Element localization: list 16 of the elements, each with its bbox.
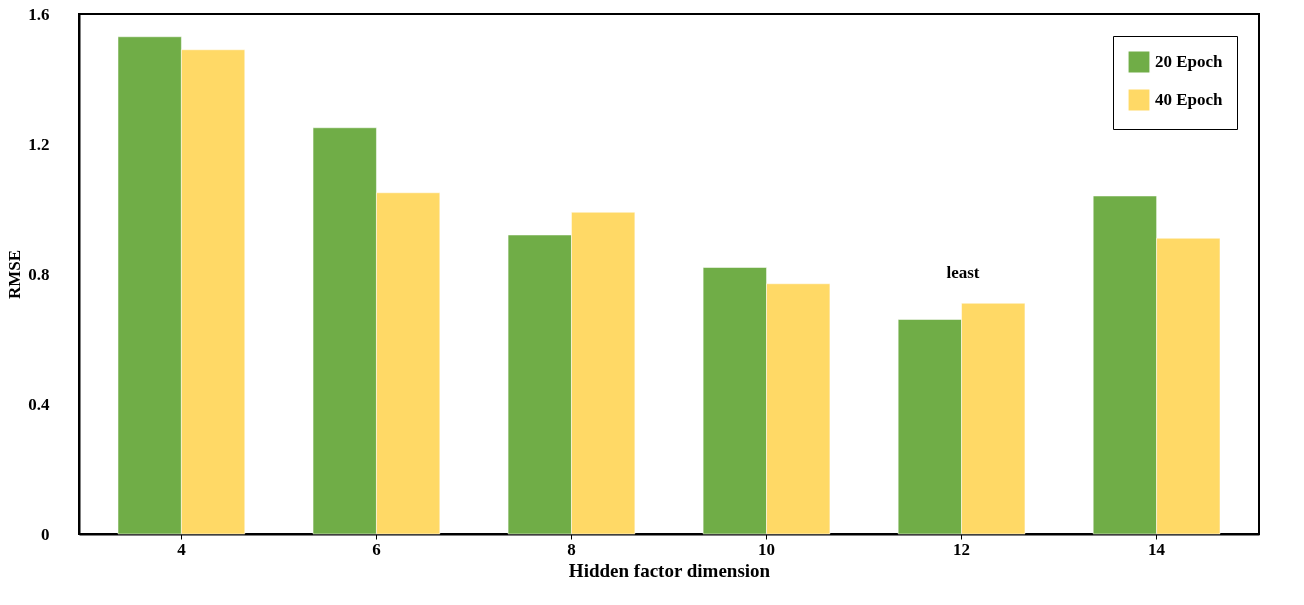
annotation: least: [946, 263, 980, 282]
y-tick-label: 0: [41, 524, 50, 544]
x-tick-label: 4: [177, 539, 187, 559]
y-tick-label: 0.4: [28, 394, 50, 414]
y-tick-label: 1.6: [28, 4, 50, 24]
x-tick-label: 12: [953, 539, 971, 559]
y-tick-label: 0.8: [28, 264, 50, 284]
x-tick-label: 8: [567, 539, 576, 559]
x-tick-label: 10: [758, 539, 776, 559]
legend-label: 40 Epoch: [1155, 90, 1224, 109]
x-tick-label: 14: [1148, 539, 1166, 559]
x-axis-title: Hidden factor dimension: [568, 559, 771, 581]
y-tick-label: 1.2: [28, 134, 50, 154]
x-tick-label: 6: [372, 539, 381, 559]
y-axis-title: RMSE: [5, 249, 25, 300]
legend-label: 20 Epoch: [1155, 52, 1224, 71]
